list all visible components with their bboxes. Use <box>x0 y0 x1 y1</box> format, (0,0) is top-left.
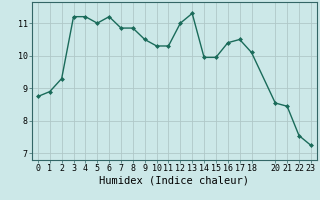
X-axis label: Humidex (Indice chaleur): Humidex (Indice chaleur) <box>100 176 249 186</box>
